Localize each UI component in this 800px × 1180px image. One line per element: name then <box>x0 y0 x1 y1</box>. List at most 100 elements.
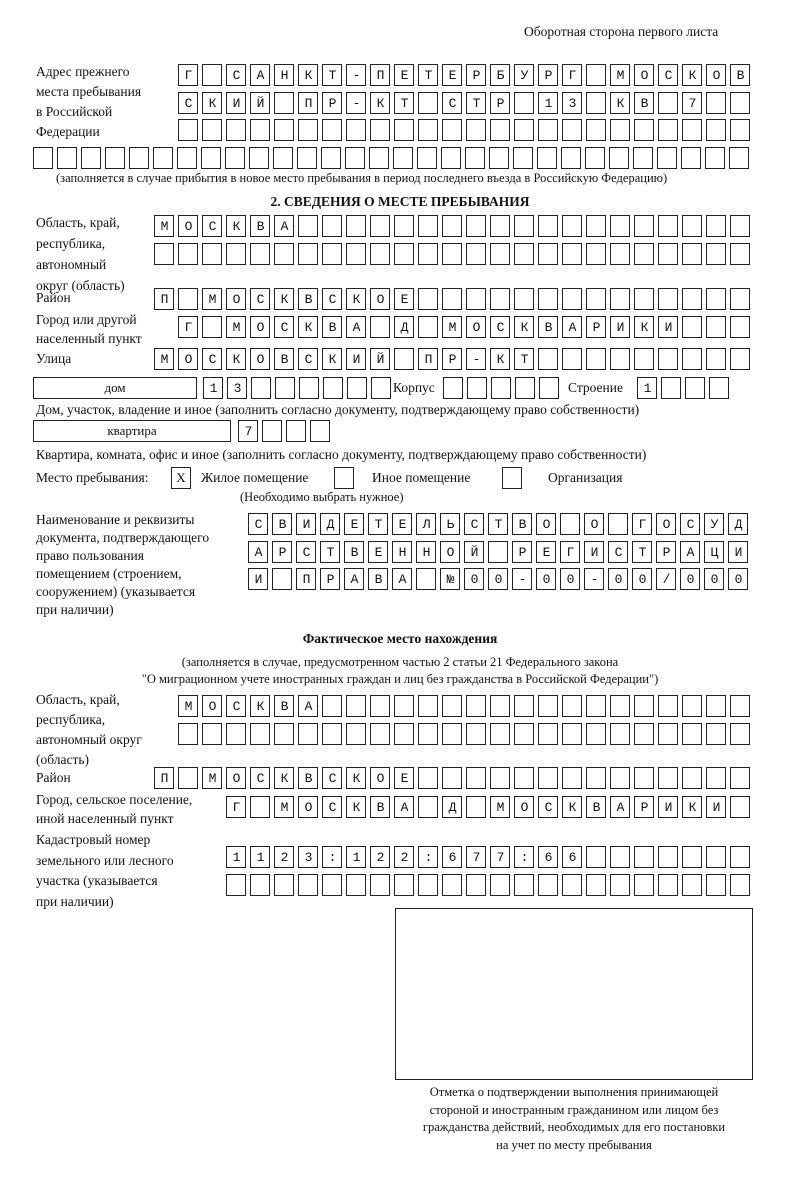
char-cell[interactable] <box>274 695 294 717</box>
char-cell[interactable] <box>344 513 364 535</box>
char-cell[interactable] <box>465 147 485 169</box>
char-cell[interactable] <box>466 348 486 370</box>
char-cell[interactable] <box>250 243 270 265</box>
house-type-field[interactable]: дом <box>33 377 197 399</box>
char-cell[interactable] <box>250 92 270 114</box>
char-cell[interactable] <box>202 723 222 745</box>
char-cell[interactable] <box>730 316 750 338</box>
char-cell[interactable] <box>105 147 125 169</box>
char-cell[interactable] <box>706 796 726 818</box>
char-cell[interactable] <box>730 846 750 868</box>
char-cell[interactable] <box>514 723 534 745</box>
option-organization-checkbox[interactable] <box>502 467 522 489</box>
char-cell[interactable] <box>680 541 700 563</box>
char-cell[interactable] <box>490 64 510 86</box>
char-cell[interactable] <box>274 348 294 370</box>
char-cell[interactable] <box>467 377 487 399</box>
char-cell[interactable] <box>632 541 652 563</box>
char-cell[interactable] <box>442 316 462 338</box>
char-cell[interactable] <box>584 513 604 535</box>
char-cell[interactable] <box>81 147 101 169</box>
char-cell[interactable] <box>680 568 700 590</box>
char-cell[interactable] <box>322 723 342 745</box>
char-cell[interactable] <box>226 695 246 717</box>
char-cell[interactable] <box>346 796 366 818</box>
char-cell[interactable] <box>346 874 366 896</box>
char-cell[interactable] <box>466 243 486 265</box>
char-cell[interactable] <box>634 348 654 370</box>
char-cell[interactable] <box>586 695 606 717</box>
char-cell[interactable] <box>586 348 606 370</box>
char-cell[interactable] <box>202 215 222 237</box>
char-cell[interactable] <box>490 796 510 818</box>
char-cell[interactable] <box>440 568 460 590</box>
char-cell[interactable] <box>226 723 246 745</box>
char-cell[interactable] <box>322 874 342 896</box>
char-cell[interactable] <box>658 215 678 237</box>
char-cell[interactable] <box>178 695 198 717</box>
char-cell[interactable] <box>346 695 366 717</box>
char-cell[interactable] <box>370 215 390 237</box>
char-cell[interactable] <box>274 215 294 237</box>
char-cell[interactable] <box>416 568 436 590</box>
char-cell[interactable] <box>226 316 246 338</box>
char-cell[interactable] <box>682 92 702 114</box>
char-cell[interactable] <box>706 695 726 717</box>
char-cell[interactable] <box>178 64 198 86</box>
char-cell[interactable] <box>562 92 582 114</box>
char-cell[interactable] <box>274 288 294 310</box>
char-cell[interactable] <box>394 119 414 141</box>
char-cell[interactable] <box>226 119 246 141</box>
char-cell[interactable] <box>344 541 364 563</box>
char-cell[interactable] <box>394 316 414 338</box>
char-cell[interactable] <box>440 541 460 563</box>
char-cell[interactable] <box>322 846 342 868</box>
char-cell[interactable] <box>490 348 510 370</box>
char-cell[interactable] <box>298 767 318 789</box>
char-cell[interactable] <box>346 92 366 114</box>
char-cell[interactable] <box>370 767 390 789</box>
char-cell[interactable] <box>658 723 678 745</box>
char-cell[interactable] <box>634 243 654 265</box>
char-cell[interactable] <box>538 846 558 868</box>
char-cell[interactable] <box>154 215 174 237</box>
char-cell[interactable] <box>584 541 604 563</box>
char-cell[interactable] <box>202 64 222 86</box>
char-cell[interactable] <box>320 541 340 563</box>
char-cell[interactable] <box>418 723 438 745</box>
char-cell[interactable] <box>512 541 532 563</box>
char-cell[interactable] <box>298 64 318 86</box>
char-cell[interactable] <box>418 767 438 789</box>
char-cell[interactable] <box>562 215 582 237</box>
char-cell[interactable] <box>346 243 366 265</box>
char-cell[interactable] <box>658 92 678 114</box>
char-cell[interactable] <box>347 377 367 399</box>
char-cell[interactable] <box>537 147 557 169</box>
char-cell[interactable] <box>298 316 318 338</box>
char-cell[interactable] <box>202 119 222 141</box>
char-cell[interactable] <box>248 568 268 590</box>
char-cell[interactable] <box>538 119 558 141</box>
char-cell[interactable] <box>704 568 724 590</box>
char-cell[interactable] <box>562 243 582 265</box>
char-cell[interactable] <box>442 215 462 237</box>
char-cell[interactable] <box>490 767 510 789</box>
char-cell[interactable] <box>705 147 725 169</box>
char-cell[interactable] <box>273 147 293 169</box>
char-cell[interactable] <box>658 288 678 310</box>
char-cell[interactable] <box>225 147 245 169</box>
char-cell[interactable] <box>346 64 366 86</box>
char-cell[interactable] <box>682 119 702 141</box>
char-cell[interactable] <box>536 568 556 590</box>
char-cell[interactable] <box>441 147 461 169</box>
char-cell[interactable] <box>129 147 149 169</box>
char-cell[interactable] <box>536 541 556 563</box>
char-cell[interactable] <box>490 288 510 310</box>
char-cell[interactable] <box>394 288 414 310</box>
char-cell[interactable] <box>514 316 534 338</box>
char-cell[interactable] <box>538 92 558 114</box>
char-cell[interactable] <box>728 568 748 590</box>
char-cell[interactable] <box>706 723 726 745</box>
char-cell[interactable] <box>610 796 630 818</box>
char-cell[interactable] <box>586 64 606 86</box>
